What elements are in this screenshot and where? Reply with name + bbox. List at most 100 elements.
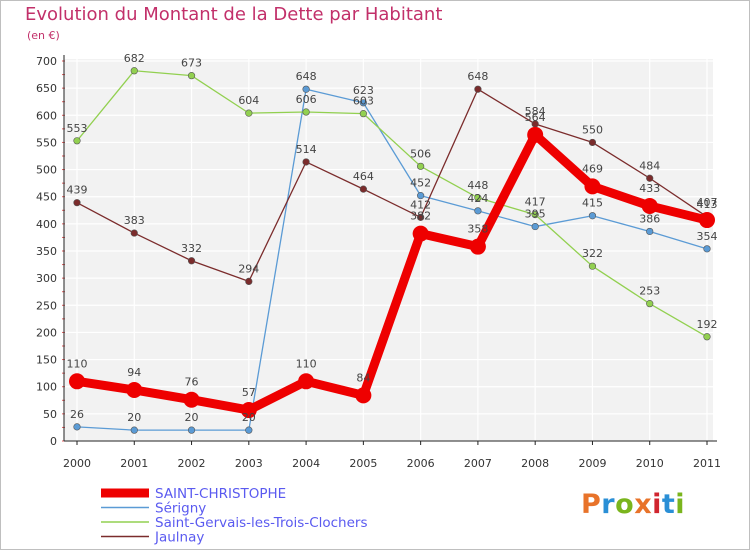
data-label: 439 [67,184,88,197]
data-label: 322 [582,247,603,260]
x-tick-label: 2009 [578,457,606,470]
series-line-0 [72,130,712,415]
data-label: 253 [639,285,660,298]
data-label: 452 [410,177,431,190]
data-point [73,137,81,145]
data-label: 506 [410,147,431,160]
series-line-1 [76,88,708,431]
data-point [584,178,601,195]
data-point [302,158,310,166]
data-point [69,373,85,390]
y-tick-label: 450 [36,191,57,204]
proxiti-logo: Proxiti [581,489,685,520]
logo-letter: x [634,489,653,520]
data-point [187,72,196,80]
data-point [417,192,425,200]
x-tick-label: 2005 [349,457,377,470]
data-label: 94 [127,366,141,379]
data-label: 448 [467,179,488,192]
legend-label: Jaulnay [154,530,204,546]
data-label: 682 [124,52,145,65]
data-point [412,225,429,242]
y-tick-label: 550 [36,136,57,149]
data-label: 514 [296,143,317,156]
data-point [474,85,482,93]
data-label: 484 [639,159,660,172]
data-point [130,67,138,75]
data-point [245,109,253,117]
data-label: 469 [582,162,603,175]
data-label: 564 [525,111,546,124]
data-point [359,110,367,118]
data-point [646,300,654,308]
data-label: 603 [353,95,374,108]
data-point [126,381,143,398]
x-tick-label: 2006 [407,457,435,470]
data-label: 57 [242,386,256,399]
data-label: 407 [697,196,718,209]
data-label: 412 [410,198,431,211]
y-tick-label: 400 [36,218,57,231]
data-point [588,138,597,147]
data-point [245,426,253,434]
x-tick-label: 2001 [120,457,148,470]
data-label: 386 [639,212,660,225]
data-point [531,222,539,231]
legend-label: Saint-Gervais-les-Trois-Clochers [155,515,368,531]
data-point [417,213,425,221]
logo-letter: o [615,489,635,520]
y-tick-label: 700 [36,55,57,68]
data-point [302,108,310,116]
data-label: 294 [238,262,259,275]
y-tick-label: 650 [36,82,57,95]
data-point [355,387,372,404]
data-label: 606 [296,93,317,106]
data-point [240,402,257,419]
data-point [703,245,711,253]
chart-title: Evolution du Montant de la Dette par Hab… [25,4,443,25]
data-point [187,426,196,434]
data-label: 20 [242,411,256,424]
data-point [646,174,654,182]
data-label: 623 [353,84,374,97]
data-point [298,373,315,390]
data-point [359,185,367,193]
data-point [469,238,486,255]
logo-letter: t [661,489,676,520]
data-point [73,199,81,207]
plot-area [64,59,713,441]
y-tick-label: 0 [50,435,57,448]
data-point [245,277,253,286]
data-point [130,229,138,237]
data-label: 553 [67,122,88,135]
x-tick-label: 2010 [636,457,664,470]
data-point [699,212,715,229]
x-tick-label: 2004 [292,457,320,470]
data-label: 424 [467,192,488,205]
x-tick-label: 2000 [63,457,91,470]
data-label: 584 [525,105,546,118]
data-label: 550 [582,123,603,136]
logo-letter: P [581,489,602,520]
data-point [527,126,544,143]
data-label: 192 [697,318,718,331]
data-label: 20 [185,411,199,424]
data-point [417,162,425,170]
y-tick-label: 50 [43,408,57,421]
data-point [359,99,367,107]
data-label: 417 [525,196,546,209]
legend-label: Sérigny [155,501,206,517]
y-tick-label: 350 [36,245,57,258]
y-tick-label: 150 [36,354,57,367]
series-line-3 [76,88,708,283]
legend-label: SAINT-CHRISTOPHE [155,486,286,502]
x-tick-label: 2011 [693,457,721,470]
data-label: 20 [127,411,141,424]
y-tick-label: 100 [36,381,57,394]
data-point [531,211,539,219]
data-label: 358 [467,223,488,236]
data-label: 383 [124,214,145,227]
y-tick-label: 200 [36,326,57,339]
